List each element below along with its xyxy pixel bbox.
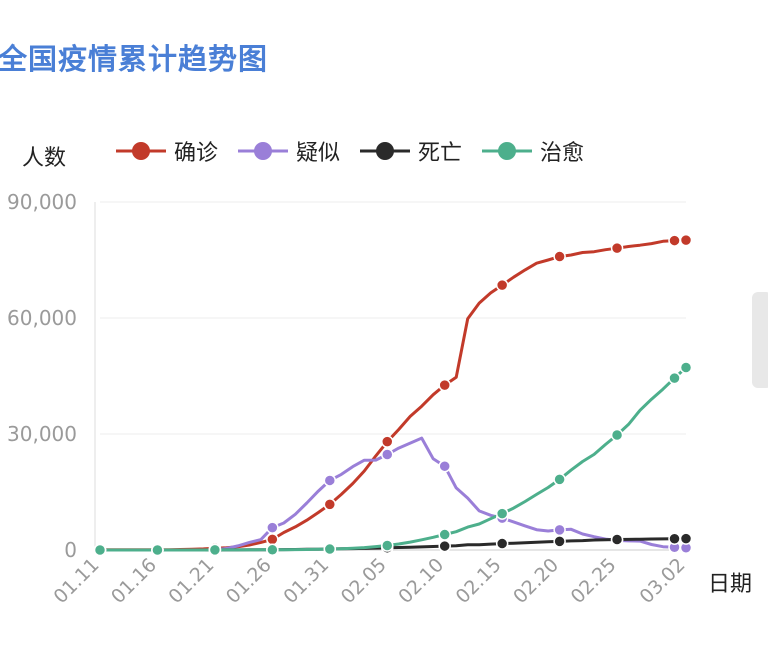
legend-item-confirmed[interactable]: 确诊 bbox=[116, 135, 218, 167]
legend-label: 治愈 bbox=[540, 141, 585, 166]
legend-item-deaths[interactable]: 死亡 bbox=[360, 135, 462, 167]
data-point[interactable] bbox=[93, 543, 107, 557]
series-line bbox=[98, 238, 688, 552]
legend-marker-icon bbox=[482, 142, 533, 160]
data-point[interactable] bbox=[381, 539, 394, 552]
legend-item-recovered[interactable]: 治愈 bbox=[482, 135, 584, 167]
x-tick-label: 01.16 bbox=[107, 554, 161, 608]
data-point[interactable] bbox=[679, 532, 693, 545]
legend-label: 确诊 bbox=[174, 141, 219, 166]
data-point[interactable] bbox=[553, 250, 566, 263]
legend-marker-icon bbox=[360, 142, 411, 160]
data-point[interactable] bbox=[679, 361, 693, 374]
y-tick-label: 60,000 bbox=[7, 306, 77, 330]
legend-item-suspected[interactable]: 疑似 bbox=[238, 135, 340, 167]
data-point[interactable] bbox=[610, 533, 624, 546]
x-tick-label: 02.20 bbox=[509, 554, 563, 608]
x-tick-label: 02.15 bbox=[452, 554, 506, 608]
data-point[interactable] bbox=[495, 507, 509, 520]
y-axis-label: 人数 bbox=[22, 146, 67, 171]
x-tick-label: 02.05 bbox=[337, 554, 391, 608]
legend-marker-icon bbox=[238, 142, 289, 160]
data-point[interactable] bbox=[438, 528, 451, 541]
data-point[interactable] bbox=[323, 498, 337, 511]
x-tick-label: 01.21 bbox=[164, 554, 218, 608]
legend-marker-icon bbox=[116, 142, 166, 160]
data-point[interactable] bbox=[679, 233, 693, 247]
chart-title: 全国疫情累计趋势图 bbox=[0, 42, 269, 76]
x-tick-label: 02.10 bbox=[394, 554, 448, 608]
data-point[interactable] bbox=[266, 521, 279, 534]
data-point[interactable] bbox=[668, 371, 681, 385]
x-tick-label: 01.26 bbox=[222, 554, 276, 608]
x-tick-label: 03.02 bbox=[636, 554, 690, 608]
data-point[interactable] bbox=[668, 532, 681, 545]
y-tick-label: 0 bbox=[64, 538, 77, 562]
chart-legend: 确诊 疑似 死亡 治愈 bbox=[116, 135, 604, 167]
data-point[interactable] bbox=[553, 473, 566, 486]
series-line bbox=[98, 366, 688, 552]
legend-label: 死亡 bbox=[418, 141, 463, 166]
data-point[interactable] bbox=[323, 474, 337, 487]
y-tick-label: 90,000 bbox=[7, 190, 77, 214]
data-point[interactable] bbox=[438, 459, 451, 473]
data-point[interactable] bbox=[553, 535, 566, 548]
data-point[interactable] bbox=[323, 542, 337, 556]
data-point[interactable] bbox=[381, 435, 394, 448]
data-point[interactable] bbox=[381, 448, 394, 461]
y-tick-label: 30,000 bbox=[7, 422, 77, 446]
x-tick-label: 02.25 bbox=[567, 554, 621, 608]
data-point[interactable] bbox=[495, 537, 509, 550]
data-point[interactable] bbox=[495, 278, 509, 292]
data-point[interactable] bbox=[438, 378, 451, 392]
x-tick-label: 01.31 bbox=[279, 554, 333, 608]
data-point[interactable] bbox=[668, 234, 681, 247]
legend-label: 疑似 bbox=[296, 141, 341, 166]
x-tick-label: 01.11 bbox=[50, 554, 104, 608]
data-point[interactable] bbox=[151, 543, 164, 557]
data-point[interactable] bbox=[553, 523, 566, 537]
data-point[interactable] bbox=[610, 241, 624, 255]
side-drawer-handle[interactable] bbox=[752, 292, 768, 388]
x-axis-label: 日期 bbox=[708, 572, 753, 597]
data-point[interactable] bbox=[610, 428, 624, 442]
data-point[interactable] bbox=[438, 539, 451, 553]
data-point[interactable] bbox=[266, 543, 279, 557]
data-point[interactable] bbox=[266, 533, 279, 546]
data-point[interactable] bbox=[208, 543, 222, 557]
